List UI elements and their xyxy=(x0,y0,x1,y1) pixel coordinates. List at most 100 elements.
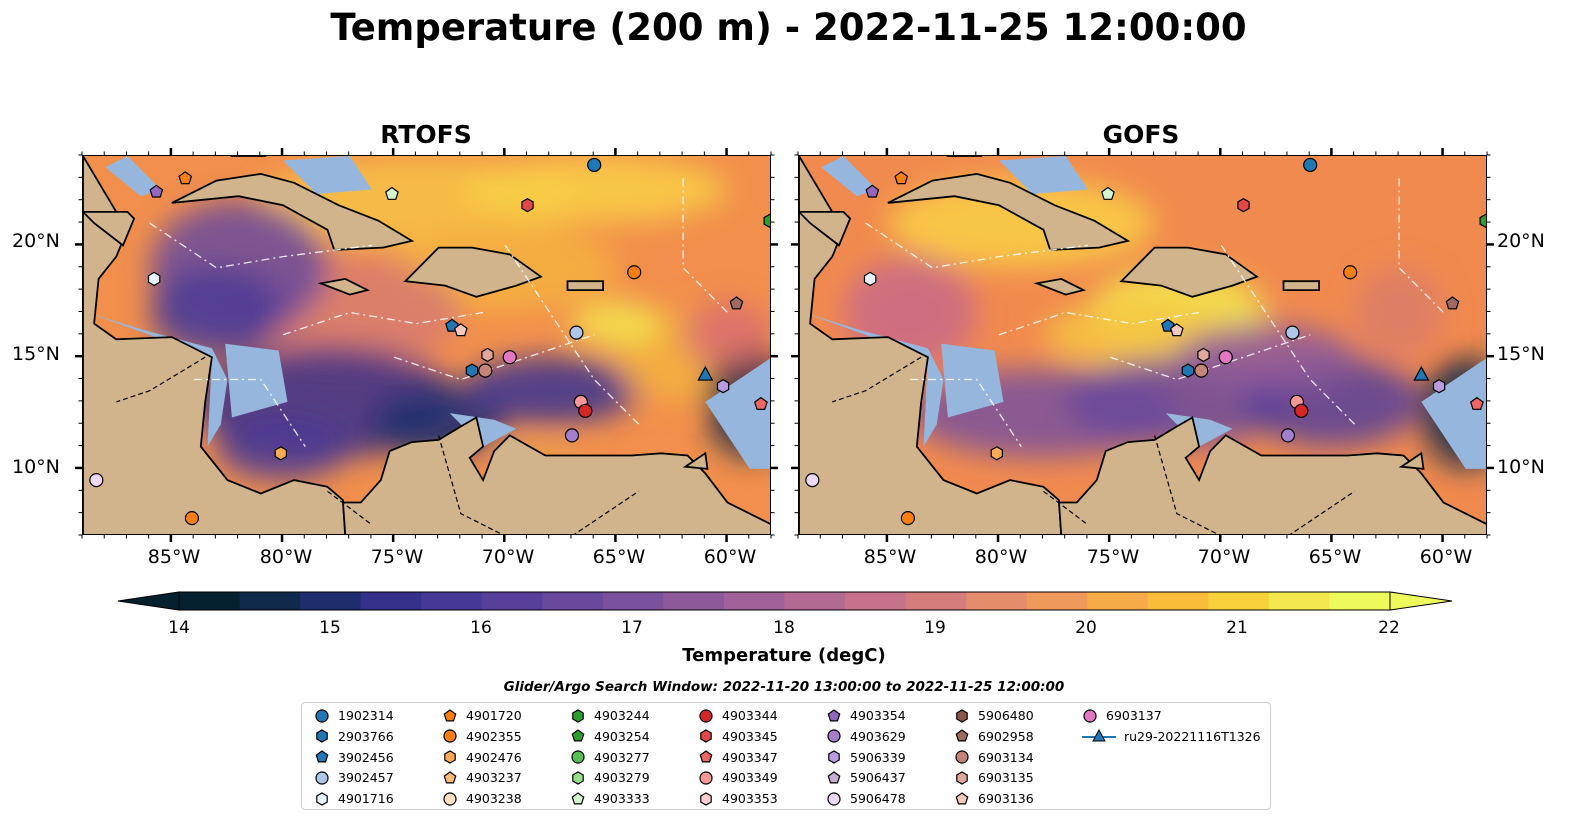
shallow-shelf xyxy=(449,413,517,447)
float-marker-4902355[interactable] xyxy=(184,511,200,526)
float-marker-4901716[interactable] xyxy=(147,271,161,287)
legend-item: 4903238 xyxy=(442,788,522,809)
legend-marker-swatch xyxy=(443,708,457,721)
float-marker-4902355[interactable] xyxy=(1343,265,1358,280)
legend-label: 4902355 xyxy=(466,728,522,744)
legend-label: 4903237 xyxy=(466,770,522,786)
legend-label: 4903279 xyxy=(594,770,650,786)
boundary-line xyxy=(1398,178,1444,313)
float-marker-2903766[interactable] xyxy=(1181,363,1195,378)
float-marker-4903344[interactable] xyxy=(578,403,593,418)
legend-marker-swatch xyxy=(827,792,841,806)
legend-label: 4902476 xyxy=(466,749,522,765)
float-marker-4902476[interactable] xyxy=(990,446,1003,461)
land-jamaica xyxy=(1033,277,1087,296)
float-marker-5906478[interactable] xyxy=(805,473,820,488)
float-marker-1902314[interactable] xyxy=(587,157,602,173)
gofs-map[interactable] xyxy=(798,155,1487,535)
float-marker-6903134[interactable] xyxy=(1194,363,1209,378)
float-marker-5906478[interactable] xyxy=(89,473,104,488)
legend-item: 4903277 xyxy=(570,747,650,768)
panel-title-rtofs: RTOFS xyxy=(380,120,472,149)
float-marker-6903135[interactable] xyxy=(1197,347,1210,363)
lat-label-10n: 10°N xyxy=(1497,456,1545,478)
legend-label: 4903277 xyxy=(594,749,650,765)
float-marker-6903136[interactable] xyxy=(453,323,468,337)
float-marker-4903244[interactable] xyxy=(1479,213,1487,228)
rtofs-map[interactable] xyxy=(82,155,771,535)
colorbar-tick: 21 xyxy=(1226,618,1248,638)
legend-label: 1902314 xyxy=(338,708,394,723)
float-marker-4903354[interactable] xyxy=(149,184,164,198)
float-marker-5906339[interactable] xyxy=(716,379,730,394)
float-marker-4903354[interactable] xyxy=(865,184,880,198)
float-marker-4903347[interactable] xyxy=(753,396,768,410)
legend-label: 5906339 xyxy=(850,749,906,765)
float-marker-4902355[interactable] xyxy=(900,511,916,526)
legend-marker-swatch xyxy=(828,750,840,764)
float-marker-4903629[interactable] xyxy=(1280,428,1296,443)
legend-item: 4903354 xyxy=(826,705,906,726)
float-marker-4902355[interactable] xyxy=(627,265,642,280)
float-marker-6903137[interactable] xyxy=(1218,350,1233,365)
float-marker-1902314[interactable] xyxy=(1303,157,1318,173)
glider-marker[interactable] xyxy=(1413,365,1430,381)
colorbar-segment xyxy=(663,592,725,610)
float-marker-6903137[interactable] xyxy=(502,350,517,365)
float-marker-3902457[interactable] xyxy=(1285,325,1300,340)
lat-label-20n: 20°N xyxy=(1497,230,1545,252)
float-marker-4901720[interactable] xyxy=(178,171,193,185)
land-cuba xyxy=(171,172,415,251)
colorbar-segment xyxy=(784,592,846,610)
float-marker-2903766[interactable] xyxy=(465,363,479,378)
legend-label: 5906478 xyxy=(850,791,906,807)
shallow-shelf xyxy=(283,156,372,194)
float-marker-4903333[interactable] xyxy=(1101,186,1115,200)
legend-marker-swatch xyxy=(955,750,969,764)
float-marker-5906339[interactable] xyxy=(1432,379,1446,394)
float-marker-4903333[interactable] xyxy=(385,186,399,200)
land-southAmerica xyxy=(1058,416,1486,534)
legend-item: 5906437 xyxy=(826,767,906,788)
glider-marker[interactable] xyxy=(697,365,714,381)
float-marker-6903134[interactable] xyxy=(478,363,493,378)
legend-marker-swatch xyxy=(444,750,456,764)
legend-label: 6903137 xyxy=(1106,708,1162,723)
legend-marker-swatch xyxy=(699,708,713,723)
legend-marker-swatch xyxy=(955,791,969,805)
float-marker-6902958[interactable] xyxy=(1445,296,1460,310)
float-marker-4903345[interactable] xyxy=(521,198,534,213)
float-marker-4902476[interactable] xyxy=(274,446,287,461)
colorbar-segment xyxy=(1087,592,1149,610)
legend-marker-swatch xyxy=(315,771,329,785)
legend-label: 4903344 xyxy=(722,708,778,723)
land-trinidad xyxy=(1398,451,1425,470)
float-marker-6902958[interactable] xyxy=(729,296,744,310)
land-southAmerica xyxy=(342,416,770,534)
colorbar-extend-max xyxy=(1389,591,1453,611)
country-border xyxy=(573,490,639,534)
float-marker-4903345[interactable] xyxy=(1237,198,1250,213)
colorbar-segment xyxy=(179,592,241,610)
float-marker-6903136[interactable] xyxy=(1169,323,1184,337)
legend-label: 4903354 xyxy=(850,708,906,723)
float-marker-3902457[interactable] xyxy=(569,325,584,340)
float-marker-4901716[interactable] xyxy=(863,271,877,287)
float-marker-4903629[interactable] xyxy=(564,428,580,443)
legend-marker-swatch xyxy=(571,750,585,764)
float-marker-6903135[interactable] xyxy=(481,347,494,363)
float-marker-4903244[interactable] xyxy=(763,213,771,228)
float-marker-4901720[interactable] xyxy=(894,171,909,185)
legend-item: ru29-20221116T1326 xyxy=(1082,726,1261,747)
legend-item: 4903345 xyxy=(698,726,778,747)
legend-marker-swatch xyxy=(316,791,328,806)
float-marker-4903344[interactable] xyxy=(1294,403,1309,418)
legend-item: 6903135 xyxy=(954,767,1034,788)
colorbar-frame xyxy=(178,591,1391,611)
legend-item: 1902314 xyxy=(314,705,394,726)
legend-marker-swatch xyxy=(827,708,841,721)
temperature-anomaly xyxy=(216,413,350,481)
float-marker-4903347[interactable] xyxy=(1469,396,1484,410)
legend-marker-swatch xyxy=(443,729,457,743)
shallow-shelf xyxy=(1165,413,1233,447)
